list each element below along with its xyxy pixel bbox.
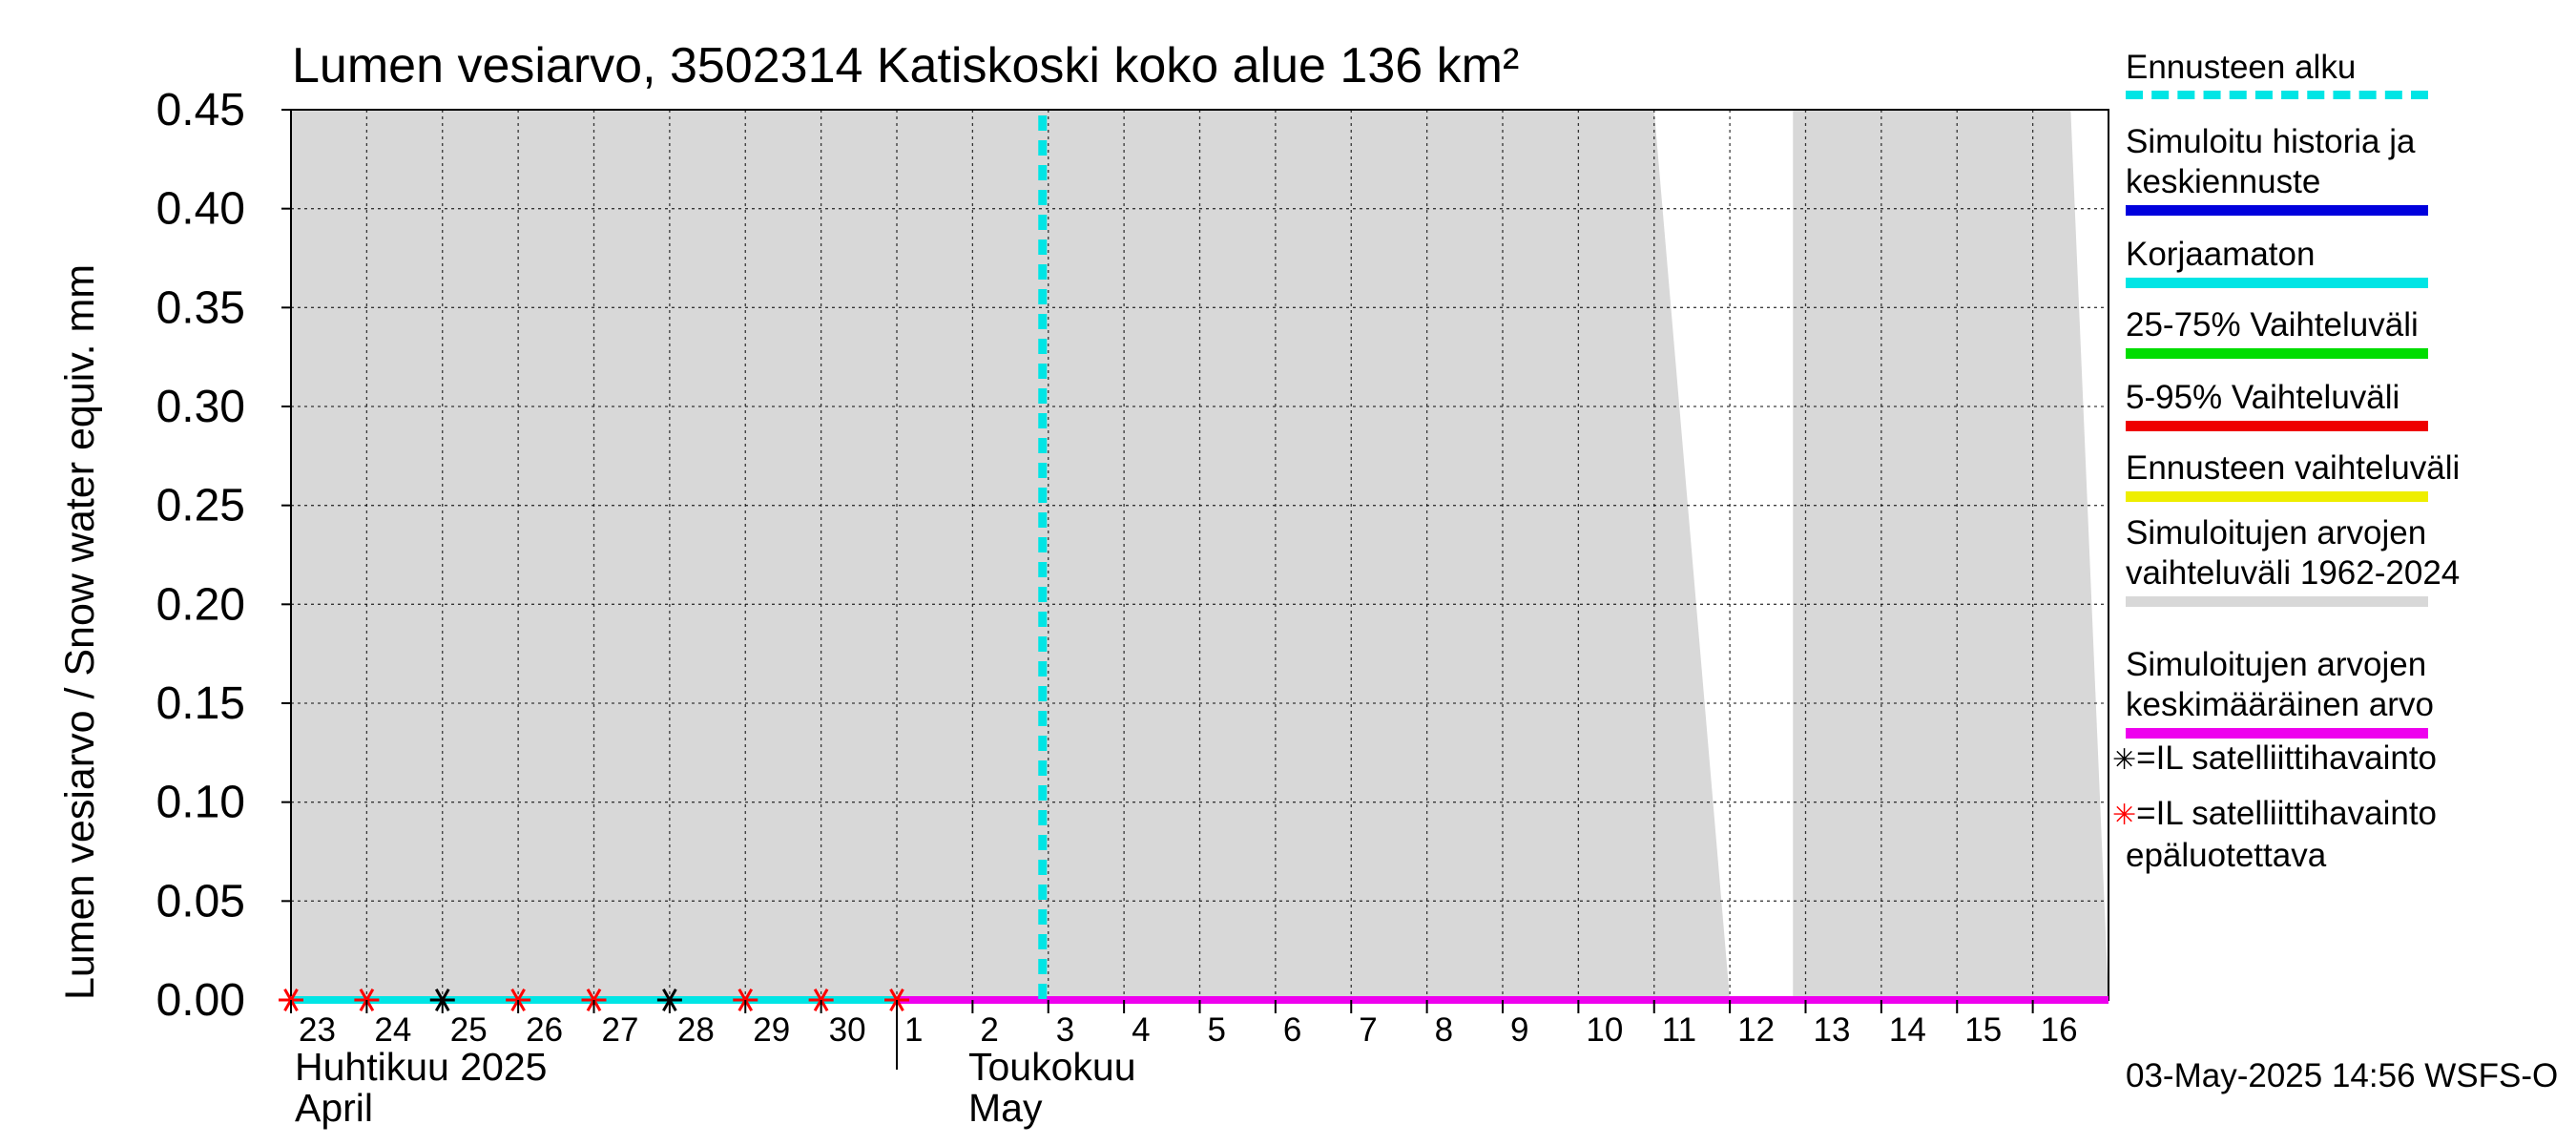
y-tick-label: 0.15 — [156, 678, 245, 729]
x-tick-label: 3 — [1056, 1011, 1074, 1049]
x-tick-label: 26 — [526, 1011, 563, 1049]
y-tick-label: 0.20 — [156, 579, 245, 630]
legend-label: 25-75% Vaihteluväli — [2126, 306, 2419, 344]
y-tick-label: 0.40 — [156, 184, 245, 235]
x-tick-label: 28 — [677, 1011, 715, 1049]
x-tick-label: 11 — [1662, 1011, 1696, 1049]
y-tick-label: 0.25 — [156, 481, 245, 531]
x-tick-label: 23 — [299, 1011, 336, 1049]
x-tick-label: 15 — [1964, 1011, 2002, 1049]
x-tick-label: 30 — [829, 1011, 866, 1049]
legend-swatch — [2126, 278, 2428, 288]
x-tick-label: 8 — [1435, 1011, 1453, 1049]
legend-swatch — [2126, 205, 2428, 216]
x-tick-label: 7 — [1359, 1011, 1377, 1049]
x-tick-label: 4 — [1132, 1011, 1150, 1049]
x-tick-label: 10 — [1586, 1011, 1623, 1049]
month-label: Huhtikuu 2025 — [295, 1045, 547, 1089]
y-tick-label: 0.35 — [156, 282, 245, 333]
legend-item: 25-75% Vaihteluväli — [2126, 305, 2431, 359]
legend-swatch — [2126, 91, 2428, 99]
legend-swatch — [2126, 348, 2428, 359]
legend-label: Korjaamaton — [2126, 236, 2316, 273]
historical-range-area-0 — [291, 110, 1731, 1000]
x-tick-label: 29 — [753, 1011, 790, 1049]
x-tick-label: 14 — [1889, 1011, 1926, 1049]
month-label-en: April — [295, 1086, 373, 1130]
month-label: Toukokuu — [968, 1045, 1136, 1089]
x-tick-label: 5 — [1208, 1011, 1226, 1049]
y-tick-label: 0.00 — [156, 975, 245, 1026]
legend-label: Ennusteen vaihteluväli — [2126, 449, 2461, 487]
legend-item: Ennusteen vaihteluväli — [2126, 448, 2461, 502]
chart-title: Lumen vesiarvo, 3502314 Katiskoski koko … — [292, 38, 1519, 94]
x-tick-label: 13 — [1814, 1011, 1851, 1049]
legend-swatch — [2126, 491, 2428, 502]
legend-satellite-unreliable: ✳=IL satelliittihavainto epäluotettava — [2112, 795, 2438, 874]
legend-item: 5-95% Vaihteluväli — [2126, 378, 2431, 431]
y-tick-label: 0.05 — [156, 876, 245, 926]
x-tick-label: 24 — [374, 1011, 411, 1049]
legend-item: Korjaamaton — [2126, 235, 2431, 288]
y-tick-label: 0.45 — [156, 85, 245, 135]
legend-swatch — [2126, 421, 2428, 431]
legend-swatch — [2126, 728, 2428, 739]
timestamp-footer: 03-May-2025 14:56 WSFS-O — [2126, 1057, 2559, 1094]
legend-item: Ennusteen alku — [2126, 48, 2431, 99]
y-tick-label: 0.10 — [156, 778, 245, 828]
asterisk-icon: ✳ — [2112, 800, 2137, 831]
y-tick-label: 0.30 — [156, 382, 245, 432]
month-label-en: May — [968, 1086, 1043, 1130]
legend-label: Simuloitujen arvojen vaihteluväli 1962-20… — [2126, 514, 2461, 592]
legend-label: Simuloitujen arvojen keskimääräinen arvo — [2126, 646, 2434, 723]
x-tick-label: 2 — [980, 1011, 998, 1049]
x-tick-label: 9 — [1510, 1011, 1528, 1049]
asterisk-icon: ✳ — [2112, 744, 2137, 776]
legend-swatch — [2126, 596, 2428, 607]
historical-range-area-1 — [1793, 110, 2109, 1000]
legend-label: 5-95% Vaihteluväli — [2126, 379, 2400, 416]
legend-item: Simuloitu historia ja keskiennuste — [2126, 122, 2431, 216]
x-tick-label: 6 — [1283, 1011, 1301, 1049]
x-tick-label: 1 — [904, 1011, 923, 1049]
legend-item: Simuloitujen arvojen vaihteluväli 1962-20… — [2126, 513, 2461, 607]
y-axis-label: Lumen vesiarvo / Snow water equiv. mm — [57, 264, 103, 1000]
x-tick-label: 25 — [450, 1011, 488, 1049]
legend-satellite-reliable: ✳=IL satelliittihavainto — [2112, 739, 2438, 777]
legend-label: Ennusteen alku — [2126, 49, 2357, 86]
x-tick-label: 27 — [602, 1011, 639, 1049]
x-tick-label: 16 — [2041, 1011, 2078, 1049]
legend-item: Simuloitujen arvojen keskimääräinen arvo — [2126, 645, 2434, 739]
legend-label: Simuloitu historia ja keskiennuste — [2126, 123, 2416, 200]
x-tick-label: 12 — [1737, 1011, 1775, 1049]
